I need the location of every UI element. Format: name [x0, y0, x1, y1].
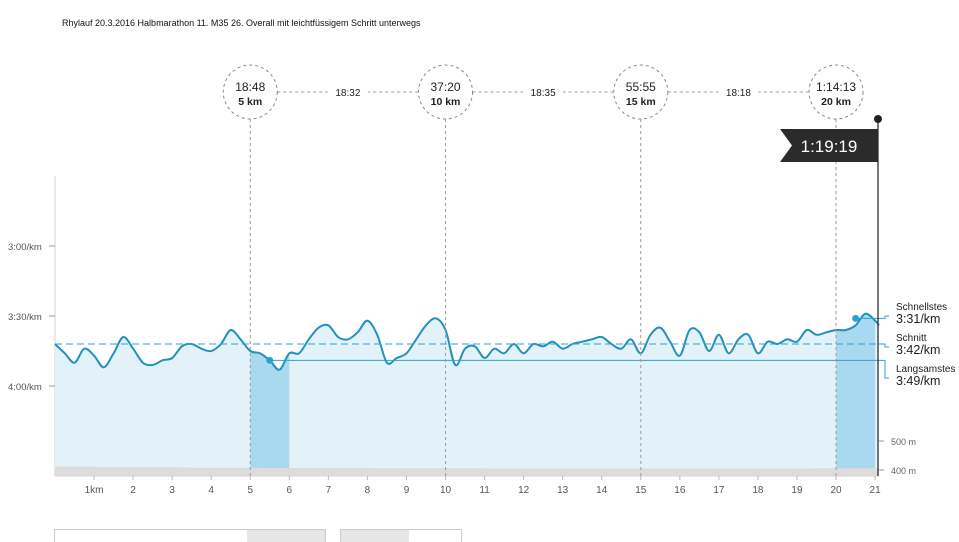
y-tick-label: 4:00/km — [8, 382, 42, 393]
x-tick-label: 3 — [169, 485, 175, 496]
x-tick-label: 7 — [326, 485, 332, 496]
x-tick-label: 21 — [870, 485, 882, 496]
x-tick-label: 2 — [130, 485, 136, 496]
x-tick-label: 12 — [518, 485, 530, 496]
split-time: 18:48 — [235, 80, 265, 94]
x-tick-label: 20 — [830, 485, 842, 496]
segment-time: 18:32 — [335, 88, 360, 99]
x-tick-label: 15 — [635, 485, 647, 496]
summary-value: 3:42/km — [896, 343, 940, 357]
finish-dot — [874, 115, 882, 123]
x-tick-label: 5 — [247, 485, 253, 496]
x-tick-label: 14 — [596, 485, 608, 496]
elevation-area — [55, 466, 879, 476]
finish-flag — [780, 129, 878, 162]
split-circle — [808, 64, 864, 120]
x-tick-label: 1km — [85, 485, 104, 496]
x-tick-label: 9 — [404, 485, 410, 496]
x-tick-label: 4 — [208, 485, 214, 496]
split-distance: 5 km — [238, 96, 262, 108]
elevation-tick-label: 400 m — [891, 466, 916, 476]
summary-bracket — [879, 343, 889, 348]
segment-time-bg — [523, 84, 564, 100]
split-distance: 15 km — [626, 96, 656, 108]
highlight-km-band — [836, 313, 876, 476]
x-tick-label: 10 — [440, 485, 452, 496]
slowest-point-marker — [266, 356, 274, 364]
elevation-tick-label: 500 m — [891, 437, 916, 447]
summary-value: 3:49/km — [896, 374, 940, 388]
x-tick-label: 18 — [752, 485, 764, 496]
split-distance: 20 km — [821, 96, 851, 108]
chart-title: Rhylauf 20.3.2016 Halbmarathon 11. M35 2… — [62, 18, 421, 28]
y-tick-label: 3:30/km — [8, 312, 42, 323]
fastest-point-marker — [852, 314, 860, 322]
summary-label: Langsamstes — [896, 364, 955, 375]
summary-bracket — [879, 359, 889, 379]
split-time: 1:14:13 — [816, 80, 856, 94]
y-tick-label: 3:00/km — [8, 242, 42, 253]
split-distance: 10 km — [431, 96, 461, 108]
x-tick-label: 6 — [287, 485, 293, 496]
x-tick-label: 11 — [479, 485, 490, 496]
tab-segment-active[interactable] — [247, 530, 325, 542]
summary-bracket — [879, 315, 889, 319]
segment-time-bg — [327, 84, 368, 100]
x-tick-label: 16 — [674, 485, 686, 496]
split-time: 55:55 — [626, 80, 656, 94]
summary-label: Schnellstes — [896, 302, 947, 313]
summary-label: Schnitt — [896, 333, 927, 344]
x-tick-label: 19 — [791, 485, 803, 496]
segment-time: 18:35 — [531, 88, 556, 99]
highlight-km-band — [250, 350, 290, 476]
summary-value: 3:31/km — [896, 312, 940, 326]
finish-time: 1:19:19 — [801, 137, 858, 156]
tab-segment-active-right[interactable] — [341, 530, 409, 542]
x-tick-label: 17 — [713, 485, 725, 496]
segment-time-bg — [718, 84, 759, 100]
pace-area — [55, 313, 879, 476]
tab-bar-left[interactable] — [54, 529, 326, 542]
segment-time: 18:18 — [726, 88, 751, 99]
x-tick-label: 8 — [365, 485, 371, 496]
tab-bar-right[interactable] — [340, 529, 462, 542]
x-tick-label: 13 — [557, 485, 569, 496]
split-time: 37:20 — [431, 80, 461, 94]
